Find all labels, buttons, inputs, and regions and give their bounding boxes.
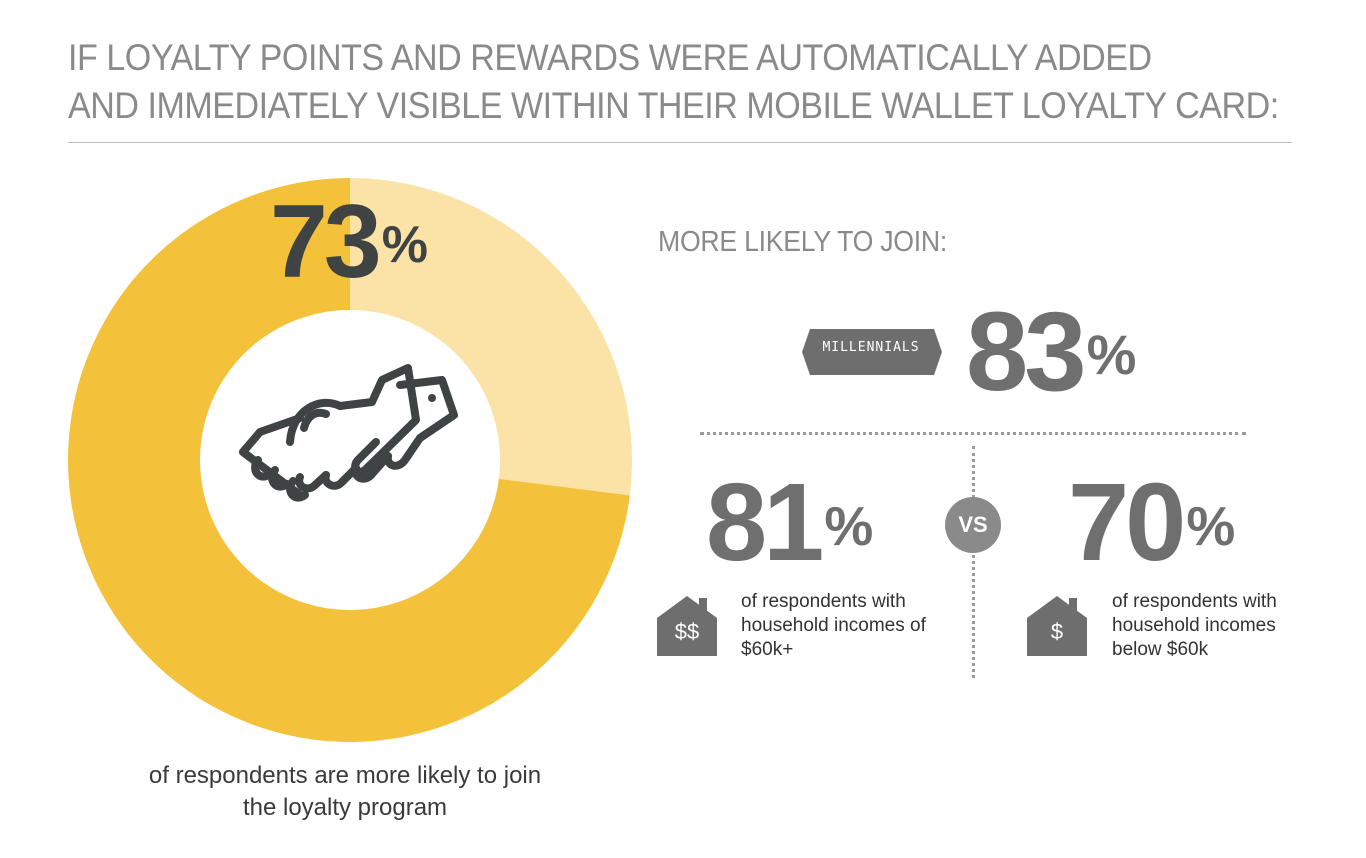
- donut-percent: 73%: [270, 190, 428, 294]
- low-income-house-label: $: [1050, 619, 1064, 644]
- low-income-percent: 70%: [1068, 468, 1235, 578]
- dotted-divider-vertical: [972, 446, 975, 678]
- dotted-divider-horizontal: [700, 432, 1246, 435]
- title-divider: [68, 142, 1292, 143]
- title-line-1: IF LOYALTY POINTS AND REWARDS WERE AUTOM…: [68, 37, 1152, 78]
- low-income-percent-value: 70: [1068, 461, 1186, 584]
- title-line-2: AND IMMEDIATELY VISIBLE WITHIN THEIR MOB…: [68, 85, 1279, 126]
- high-income-description: of respondents with household incomes of…: [741, 591, 926, 660]
- more-likely-heading: MORE LIKELY TO JOIN:: [658, 226, 948, 258]
- donut-percent-value: 73: [270, 184, 382, 300]
- millennials-percent-value: 83: [966, 289, 1087, 414]
- donut-chart: [68, 178, 632, 743]
- millennials-badge-label: MILLENNIALS: [822, 340, 920, 355]
- high-income-percent-value: 81: [706, 461, 824, 584]
- donut-hole: [200, 310, 500, 610]
- millennials-badge: [802, 329, 942, 375]
- low-income-percent-sign: %: [1186, 494, 1236, 557]
- handshake-icon: [239, 364, 458, 502]
- high-income-percent: 81%: [706, 468, 873, 578]
- millennials-percent-sign: %: [1086, 322, 1137, 386]
- house-icon: [1027, 596, 1087, 656]
- page-title: IF LOYALTY POINTS AND REWARDS WERE AUTOM…: [68, 34, 1279, 130]
- house-icon: [657, 596, 717, 656]
- millennials-percent: 83%: [966, 296, 1136, 408]
- low-income-description: of respondents with household incomes be…: [1112, 591, 1277, 660]
- donut-caption: of respondents are more likely to join t…: [148, 762, 542, 821]
- donut-percent-sign: %: [381, 215, 428, 274]
- vs-badge: VS: [945, 497, 1001, 553]
- high-income-house-label: $$: [674, 619, 700, 644]
- high-income-percent-sign: %: [824, 494, 874, 557]
